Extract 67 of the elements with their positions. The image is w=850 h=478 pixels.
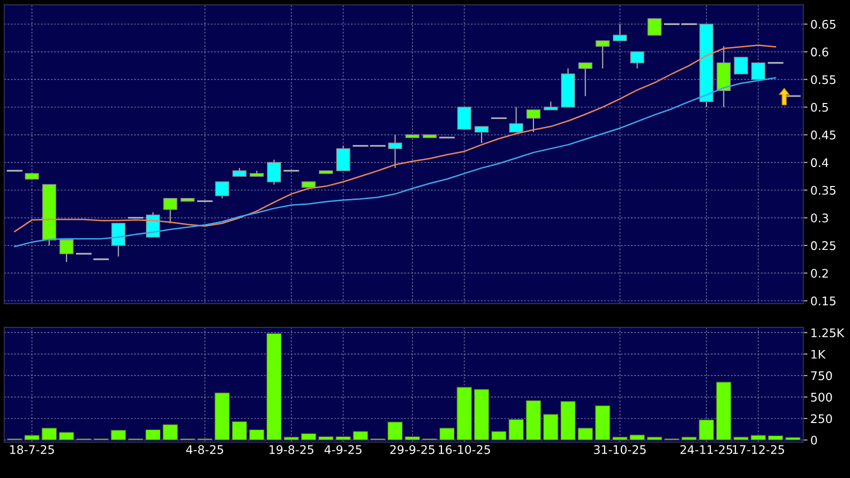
bar <box>560 400 576 440</box>
x-tick-label: 4-9-25 <box>324 445 362 454</box>
candlestick <box>526 109 540 133</box>
y-tick-label: 0.15 <box>810 296 836 306</box>
y-tick-label: 1.25K <box>811 328 844 338</box>
y-tick-label: 0 <box>810 436 817 445</box>
bar <box>716 382 732 440</box>
bar <box>733 436 749 440</box>
y-tick-label: 0.65 <box>810 20 836 29</box>
candlestick <box>60 239 74 263</box>
candlestick <box>734 56 748 74</box>
candlestick <box>474 126 489 144</box>
x-tick-label: 18-7-25 <box>10 445 54 454</box>
bar <box>162 424 178 440</box>
bar <box>214 392 230 440</box>
x-tick-label: 24-11-25 <box>680 445 732 454</box>
candlestick <box>457 106 472 130</box>
x-tick-label: 17-12-25 <box>732 445 784 454</box>
candlestick <box>215 181 230 199</box>
bar <box>578 428 594 440</box>
y-tick-label: 0.2 <box>810 268 828 278</box>
x-tick-label: 19-8-25 <box>270 445 314 454</box>
y-tick-label: 0.55 <box>810 75 836 84</box>
bar <box>750 434 766 440</box>
x-tick-label: 16-10-25 <box>438 445 490 454</box>
y-tick-label: 0.3 <box>810 214 828 222</box>
candlestick <box>163 198 178 224</box>
bar <box>508 419 524 440</box>
bar <box>336 436 351 440</box>
candlestick <box>596 40 610 69</box>
bar <box>145 429 161 440</box>
bar <box>284 436 300 440</box>
candlestick <box>388 134 402 169</box>
y-tick-label: 0.4 <box>810 158 828 168</box>
bar <box>456 386 472 440</box>
bar <box>543 414 558 440</box>
candlestick <box>267 159 282 186</box>
bar <box>266 333 282 440</box>
y-tick-label: 0.35 <box>810 186 836 195</box>
bar <box>526 400 542 440</box>
bar <box>232 421 248 440</box>
bar <box>352 431 368 440</box>
bar <box>58 432 74 440</box>
candlestick <box>648 18 662 36</box>
y-tick-label: 0.6 <box>810 48 828 56</box>
y-tick-label: 750 <box>811 371 832 380</box>
bar <box>249 429 264 440</box>
bar <box>630 434 645 440</box>
candlestick <box>578 62 592 97</box>
y-tick-label: 0.25 <box>810 241 836 250</box>
candlestick <box>509 106 524 133</box>
x-tick-label: 4-8-25 <box>186 445 224 454</box>
y-tick-label: 500 <box>811 392 832 402</box>
bar <box>439 428 455 440</box>
x-tick-label: 31-10-25 <box>594 445 646 454</box>
candlestick <box>751 62 766 80</box>
candlestick <box>111 222 126 258</box>
y-tick-label: 0.5 <box>810 102 828 112</box>
y-tick-label: 250 <box>811 414 832 424</box>
bar <box>646 436 662 440</box>
candlestick <box>612 24 627 42</box>
candlestick <box>336 145 350 172</box>
y-tick-label: 0.45 <box>810 130 836 140</box>
bar <box>42 428 57 440</box>
candlestick <box>630 51 644 69</box>
y-tick-label: 1K <box>811 350 826 359</box>
x-tick-label: 29-9-25 <box>390 445 434 454</box>
